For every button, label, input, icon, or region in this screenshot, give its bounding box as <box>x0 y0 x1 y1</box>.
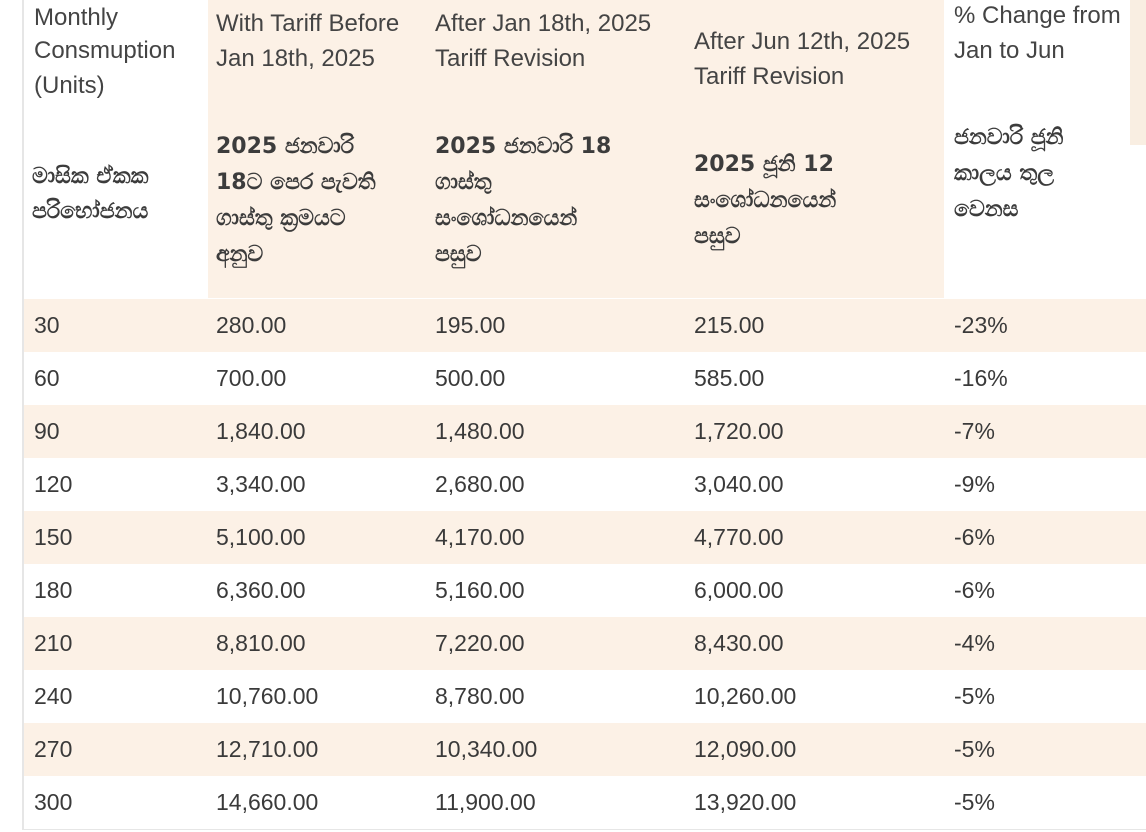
cell-jan: 7,220.00 <box>435 630 525 656</box>
header-cell-units <box>24 0 208 298</box>
cell-before: 6,360.00 <box>216 577 306 603</box>
cell-jan: 1,480.00 <box>435 418 525 444</box>
header-before-si-1: 2025 ජනවාරි <box>216 134 354 159</box>
table-row: 150 5,100.00 4,170.00 4,770.00 -6% <box>24 511 1146 564</box>
cell-change: -5% <box>954 789 995 815</box>
header-jan-si-3: සංශෝධනයෙන් <box>435 206 578 231</box>
cell-units: 60 <box>34 365 60 391</box>
cell-change: -6% <box>954 577 995 603</box>
cell-units: 90 <box>34 418 60 444</box>
cell-before: 10,760.00 <box>216 683 319 709</box>
table-frame <box>22 0 1146 830</box>
table-row: 180 6,360.00 5,160.00 6,000.00 -6% <box>24 564 1146 617</box>
header-before-si-2: 18ට පෙර පැවති <box>216 170 376 195</box>
cell-change: -16% <box>954 365 1008 391</box>
table-row: 240 10,760.00 8,780.00 10,260.00 -5% <box>24 670 1146 723</box>
header-before-en-2: Jan 18th, 2025 <box>216 45 375 72</box>
cell-before: 700.00 <box>216 365 287 391</box>
cell-jun: 8,430.00 <box>694 630 784 656</box>
table-row: 270 12,710.00 10,340.00 12,090.00 -5% <box>24 723 1146 776</box>
header-jan-si-4: පසුව <box>435 242 482 267</box>
cell-jan: 195.00 <box>435 312 506 338</box>
cell-change: -7% <box>954 418 995 444</box>
cell-change: -4% <box>954 630 995 656</box>
cell-change: -9% <box>954 471 995 497</box>
table-row: 30 280.00 195.00 215.00 -23% <box>24 299 1146 352</box>
cell-jan: 8,780.00 <box>435 683 525 709</box>
header-before-si-4: අනුව <box>216 242 264 267</box>
cell-units: 180 <box>34 577 73 603</box>
cell-change: -5% <box>954 736 995 762</box>
cell-jan: 2,680.00 <box>435 471 525 497</box>
table-row: 210 8,810.00 7,220.00 8,430.00 -4% <box>24 617 1146 670</box>
cell-units: 30 <box>34 312 60 338</box>
cell-units: 270 <box>34 736 73 762</box>
table-row: 90 1,840.00 1,480.00 1,720.00 -7% <box>24 405 1146 458</box>
cell-jan: 5,160.00 <box>435 577 525 603</box>
table-row: 300 14,660.00 11,900.00 13,920.00 -5% <box>24 776 1146 829</box>
header-jan-en-1: After Jan 18th, 2025 <box>435 10 652 37</box>
cell-units: 210 <box>34 630 73 656</box>
cell-change: -23% <box>954 312 1008 338</box>
cell-jan: 4,170.00 <box>435 524 525 550</box>
header-change-si-2: කාලය තුල <box>954 161 1055 186</box>
cell-jun: 6,000.00 <box>694 577 784 603</box>
header-change-si-1: ජනවාරි ජූනි <box>954 125 1064 150</box>
cell-jun: 215.00 <box>694 312 765 338</box>
header-units-si-1: මාසික ඒකක <box>32 164 149 189</box>
header-units-en-3: (Units) <box>34 72 105 99</box>
cell-jun: 1,720.00 <box>694 418 784 444</box>
cell-jan: 11,900.00 <box>435 789 536 815</box>
cell-before: 8,810.00 <box>216 630 306 656</box>
header-cell-tariffs <box>208 0 944 298</box>
cell-units: 300 <box>34 789 73 815</box>
cell-jun: 12,090.00 <box>694 736 797 762</box>
cell-before: 12,710.00 <box>216 736 319 762</box>
header-jun-si-2: සංශෝධනයෙන් <box>694 188 837 213</box>
header-jun-si-1: 2025 ජූනි 12 <box>694 152 834 177</box>
cell-before: 5,100.00 <box>216 524 306 550</box>
header-jan-en-2: Tariff Revision <box>435 45 586 72</box>
cell-change: -6% <box>954 524 995 550</box>
table-row: 120 3,340.00 2,680.00 3,040.00 -9% <box>24 458 1146 511</box>
cell-jun: 3,040.00 <box>694 471 784 497</box>
cell-jun: 13,920.00 <box>694 789 797 815</box>
cell-jun: 585.00 <box>694 365 765 391</box>
cell-units: 240 <box>34 683 73 709</box>
cell-change: -5% <box>954 683 995 709</box>
header-before-si-3: ගාස්තු ක්‍රමයට <box>216 206 346 231</box>
header-jun-en-2: Tariff Revision <box>694 63 845 90</box>
header-change-en-2: Jan to Jun <box>954 37 1065 64</box>
header-change-si-3: වෙනස <box>954 197 1019 222</box>
header-jan-si-1: 2025 ජනවාරි 18 <box>435 134 612 159</box>
cell-units: 120 <box>34 471 73 497</box>
header-units-en-1: Monthly <box>34 4 119 31</box>
header-cell-change <box>944 0 1130 298</box>
cell-before: 1,840.00 <box>216 418 306 444</box>
cell-units: 150 <box>34 524 73 550</box>
header-change-en-1: % Change from <box>954 2 1121 29</box>
header-jan-si-2: ගාස්තු <box>435 170 492 195</box>
cell-before: 3,340.00 <box>216 471 306 497</box>
scroll-edge <box>1130 0 1146 145</box>
cell-jun: 10,260.00 <box>694 683 797 709</box>
cell-jan: 10,340.00 <box>435 736 538 762</box>
cell-jun: 4,770.00 <box>694 524 784 550</box>
header-units-si-2: පරිභෝජනය <box>32 199 149 224</box>
table-row: 60 700.00 500.00 585.00 -16% <box>24 352 1146 405</box>
header-before-en-1: With Tariff Before <box>216 10 400 37</box>
header-jun-en-1: After Jun 12th, 2025 <box>694 28 911 55</box>
cell-before: 280.00 <box>216 312 287 338</box>
header-jun-si-3: පසුව <box>694 224 741 249</box>
cell-before: 14,660.00 <box>216 789 319 815</box>
cell-jan: 500.00 <box>435 365 506 391</box>
header-units-en-2: Consmuption <box>34 37 176 64</box>
